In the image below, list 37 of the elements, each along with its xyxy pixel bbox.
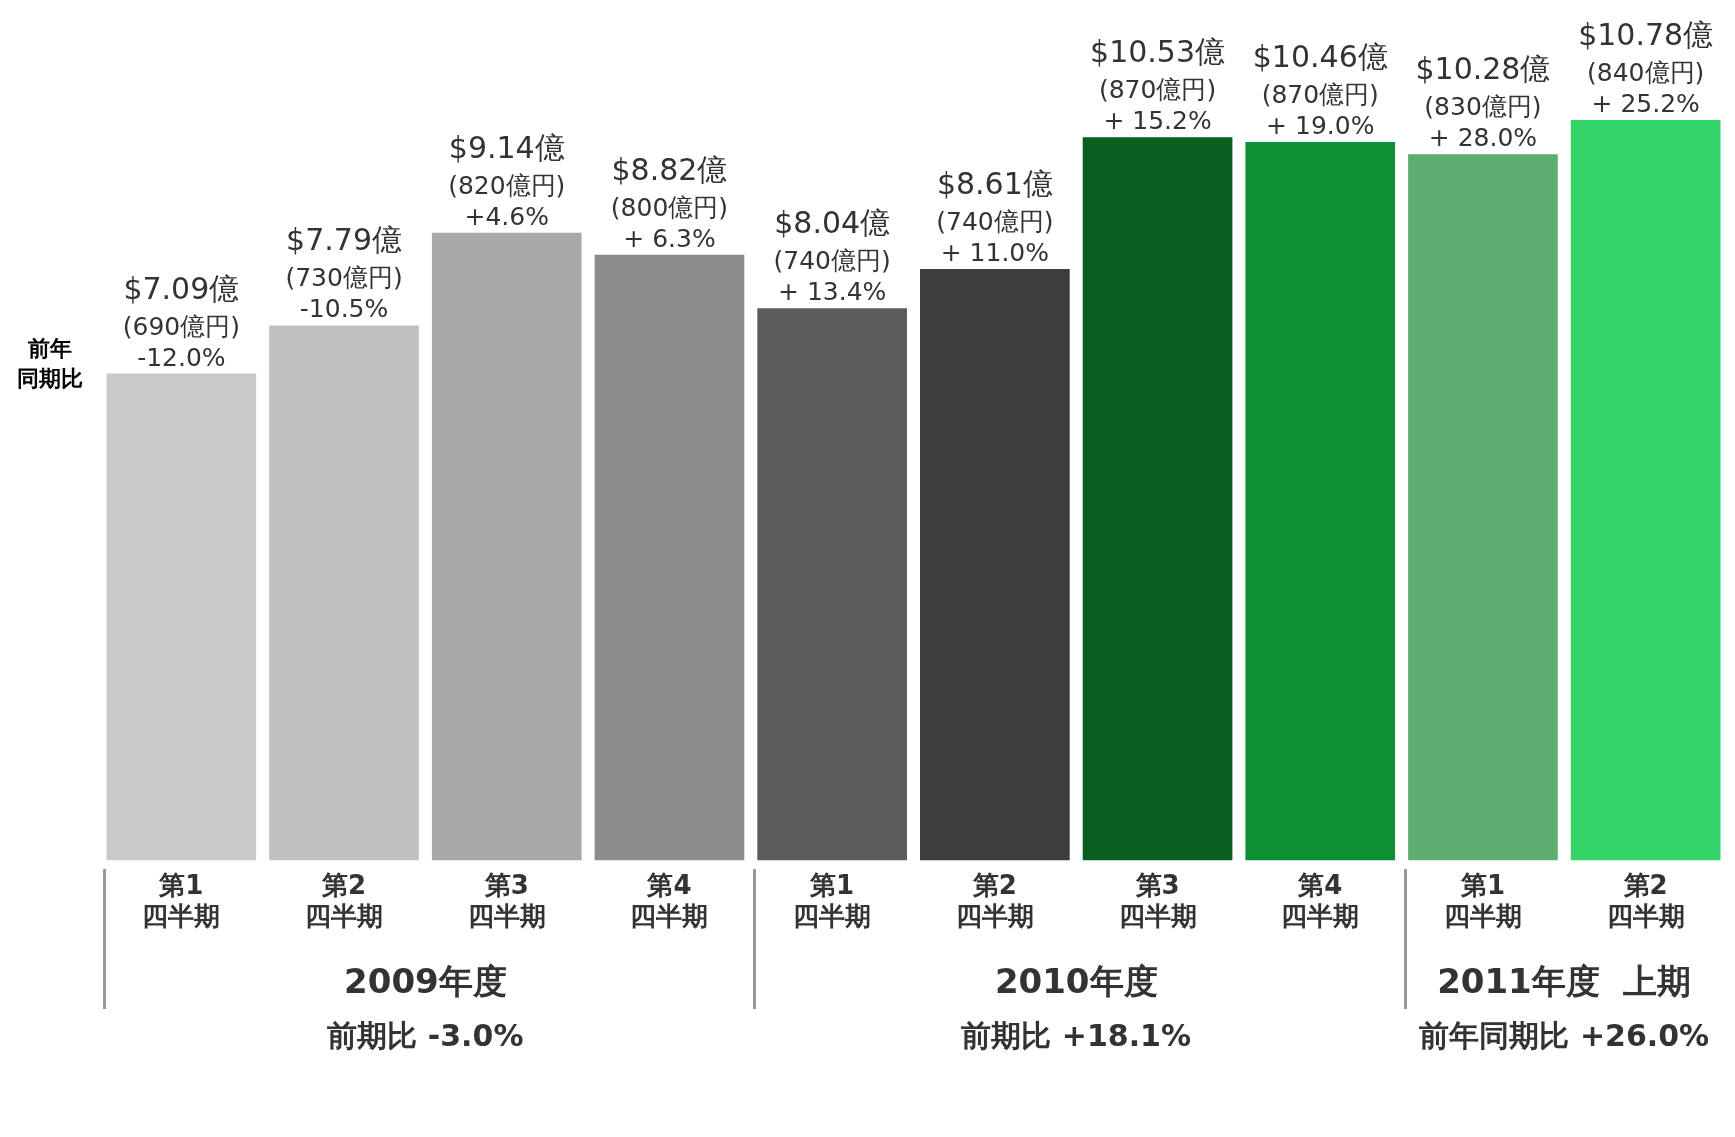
text: 前年同期比	[17, 335, 83, 391]
bar	[106, 373, 257, 861]
bar	[757, 308, 907, 861]
x-tick-label: 第4 四半期	[630, 869, 709, 932]
bar	[1570, 120, 1721, 861]
data-label: $8.82億 (800億円) + 6.3%	[610, 151, 729, 253]
x-tick-label: 第2 四半期	[1606, 869, 1685, 932]
bar	[269, 325, 419, 861]
text: 前期比 +18.1%	[961, 1017, 1192, 1053]
x-tick-label: 第2 四半期	[305, 869, 384, 932]
text: 前期比 -3.0%	[327, 1017, 524, 1053]
text: 2009年度	[344, 960, 507, 1001]
text: 2011年度 上期	[1437, 960, 1692, 1001]
x-tick-label: 第3 四半期	[467, 869, 546, 932]
x-tick-label: 第4 四半期	[1281, 869, 1360, 932]
data-label: $9.14億 (820億円) +4.6%	[448, 129, 566, 231]
bar	[431, 232, 582, 861]
bar	[1245, 141, 1396, 861]
x-tick-label: 第1 四半期	[793, 869, 872, 932]
data-label: $7.09億 (690億円) -12.0%	[122, 270, 240, 372]
x-tick-label: 第1 四半期	[142, 869, 221, 932]
x-tick-label: 第3 四半期	[1118, 869, 1197, 932]
x-tick-label: 第2 四半期	[955, 869, 1034, 932]
data-label: $10.28億 (830億円) + 28.0%	[1415, 51, 1551, 153]
data-label: $7.79億 (730億円) -10.5%	[285, 222, 403, 324]
data-label: $8.61億 (740億円) + 11.0%	[936, 166, 1054, 268]
bar	[594, 254, 745, 861]
bar	[1408, 154, 1558, 861]
data-label: $10.46億 (870億円) + 19.0%	[1252, 38, 1388, 140]
data-label: $10.78億 (840億円) + 25.2%	[1578, 17, 1714, 118]
text: 前年同期比 +26.0%	[1419, 1017, 1710, 1053]
x-tick-label: 第1 四半期	[1443, 869, 1522, 932]
bar	[1082, 137, 1233, 861]
data-label: $8.04億 (740億円) + 13.4%	[773, 205, 891, 307]
bar	[920, 269, 1070, 861]
data-label: $10.53億 (870億円) + 15.2%	[1090, 34, 1226, 136]
text: 2010年度	[994, 960, 1158, 1001]
